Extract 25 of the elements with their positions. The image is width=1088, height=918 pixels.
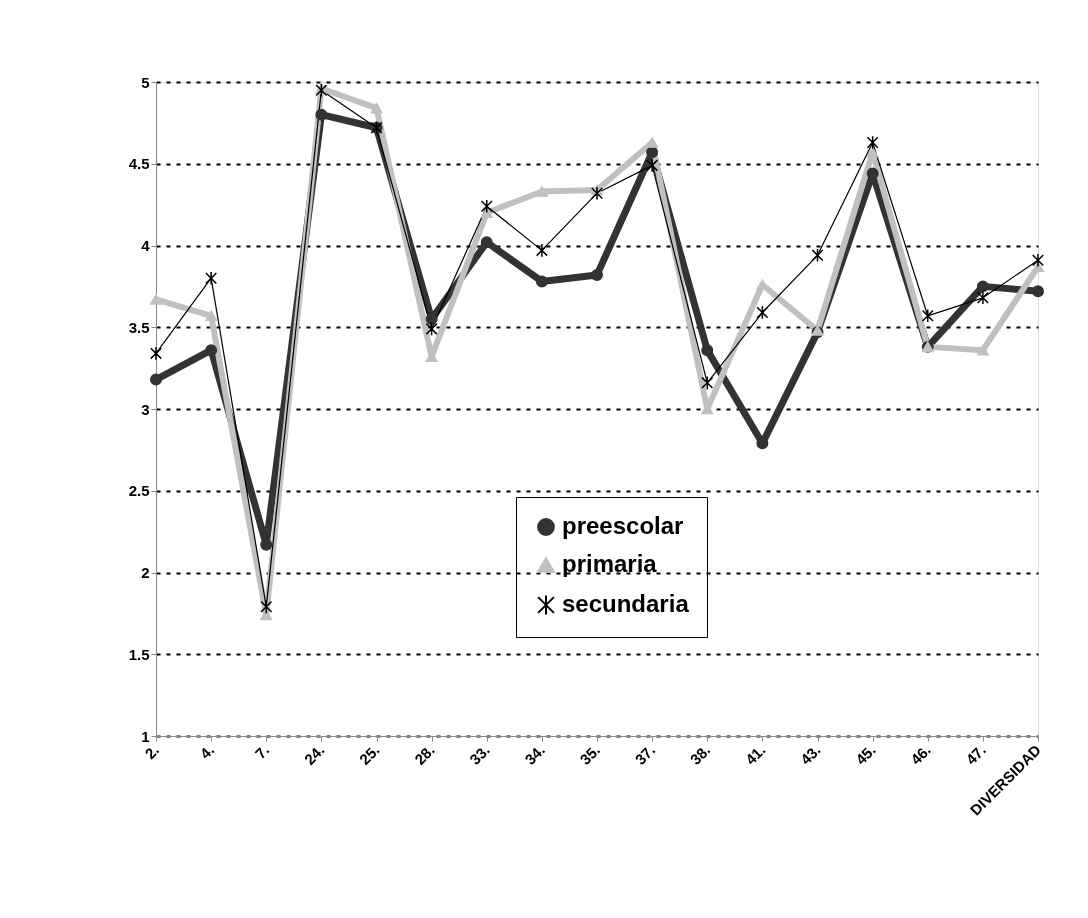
- x-tick-label: 37.: [631, 741, 659, 768]
- x-tick-label: 35.: [576, 741, 604, 768]
- x-tick-label: 25.: [355, 741, 383, 768]
- x-tick-label: 24.: [300, 741, 328, 768]
- y-tick-label: 4.5: [128, 155, 150, 173]
- x-tick-label: 41.: [741, 741, 769, 768]
- x-tick-label: 4.: [196, 741, 218, 763]
- x-tick-label: 45.: [852, 741, 879, 768]
- x-tick-label: 38.: [686, 741, 714, 768]
- y-tick-label: 2: [141, 564, 150, 581]
- y-tick-label: 3.5: [128, 318, 150, 336]
- y-tick-label: 2.5: [128, 482, 150, 500]
- legend-label: secundaria: [562, 590, 690, 617]
- x-tick-label: 43.: [796, 741, 824, 768]
- x-tick-label: 46.: [907, 741, 934, 768]
- y-tick-label: 4: [141, 237, 151, 254]
- legend-label: preescolar: [562, 512, 684, 539]
- legend-label: primaria: [562, 550, 658, 577]
- x-tick-label: 28.: [411, 741, 438, 768]
- y-tick-label: 3: [141, 400, 150, 418]
- y-tick-label: 5: [141, 73, 150, 91]
- x-tick-label: 34.: [521, 741, 549, 768]
- y-tick-label: 1.5: [128, 645, 150, 663]
- x-tick-label: 7.: [251, 741, 273, 763]
- x-tick-label: 33.: [466, 741, 493, 768]
